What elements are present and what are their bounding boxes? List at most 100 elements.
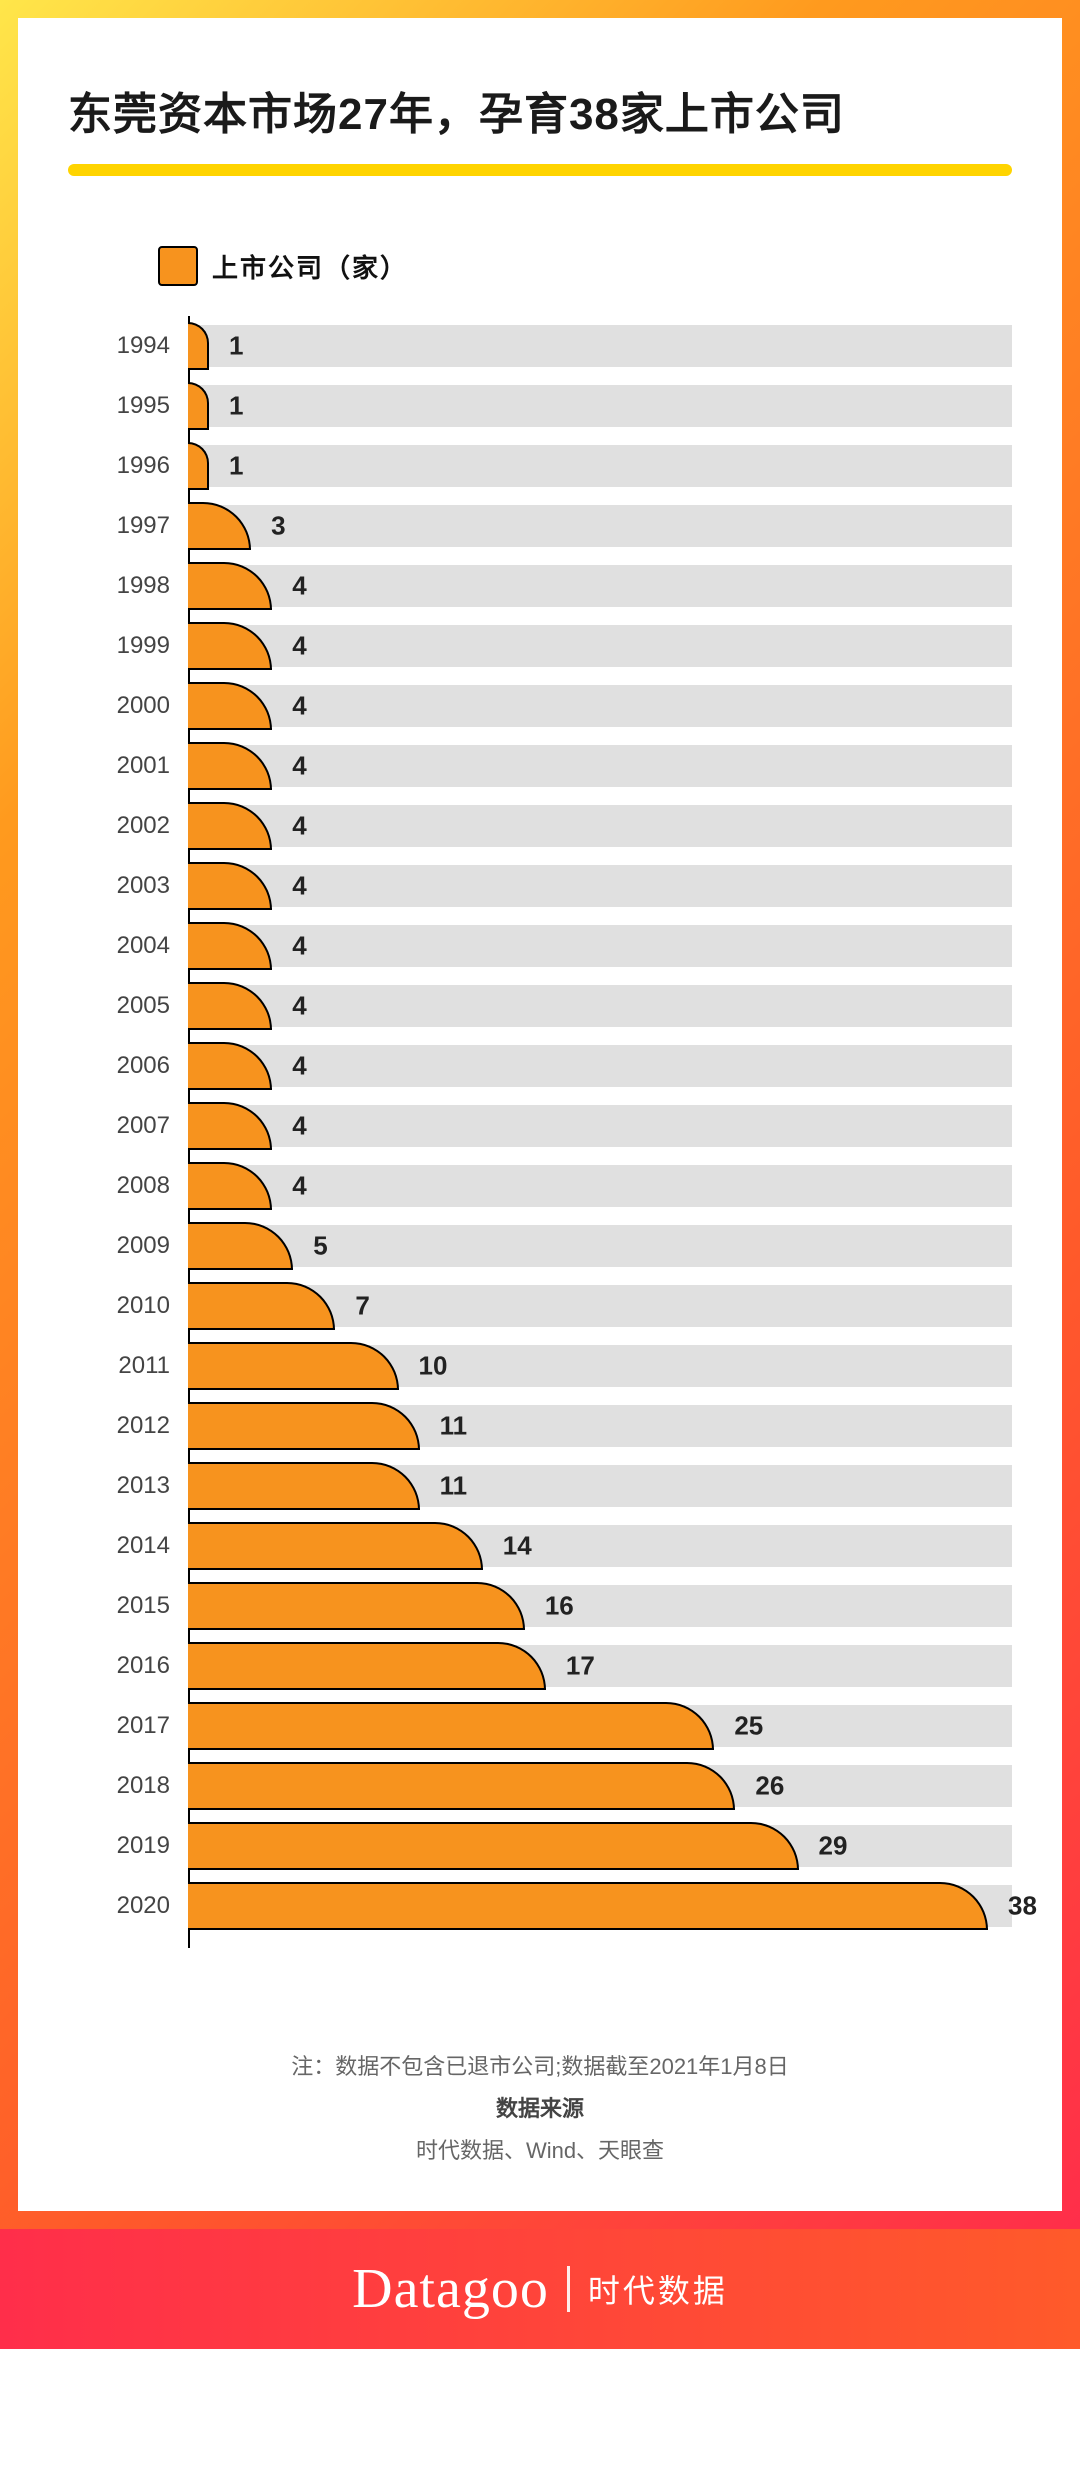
bar-track: 29 xyxy=(188,1816,1012,1876)
legend: 上市公司（家） xyxy=(158,246,1012,286)
data-bar xyxy=(188,1762,735,1810)
year-label: 2012 xyxy=(68,1412,188,1440)
year-label: 2019 xyxy=(68,1832,188,1860)
bar-track: 26 xyxy=(188,1756,1012,1816)
bar-value-label: 38 xyxy=(1008,1891,1037,1922)
bar-chart: 1994119951199611997319984199942000420014… xyxy=(68,316,1012,1936)
chart-row: 202038 xyxy=(68,1876,1012,1936)
data-bar xyxy=(188,1522,483,1570)
chart-row: 19961 xyxy=(68,436,1012,496)
chart-row: 20014 xyxy=(68,736,1012,796)
bar-value-label: 4 xyxy=(292,691,306,722)
chart-row: 2016 17 xyxy=(68,1636,1012,1696)
bar-track: 38 xyxy=(188,1876,1012,1936)
year-label: 2000 xyxy=(68,692,188,720)
data-bar xyxy=(188,1402,420,1450)
bar-track: 1 xyxy=(188,436,1012,496)
bar-track: 17 xyxy=(188,1636,1012,1696)
data-bar xyxy=(188,1282,335,1330)
row-background xyxy=(188,445,1012,487)
year-label: 2014 xyxy=(68,1532,188,1560)
bar-value-label: 4 xyxy=(292,571,306,602)
chart-row: 1997 3 xyxy=(68,496,1012,556)
year-label: 2011 xyxy=(68,1352,188,1380)
chart-row: 2002 4 xyxy=(68,796,1012,856)
year-label: 1994 xyxy=(68,332,188,360)
bar-value-label: 4 xyxy=(292,931,306,962)
chart-row: 2013 11 xyxy=(68,1456,1012,1516)
chart-row: 19984 xyxy=(68,556,1012,616)
chart-row: 2015 16 xyxy=(68,1576,1012,1636)
bar-track: 10 xyxy=(188,1336,1012,1396)
row-background xyxy=(188,385,1012,427)
year-label: 2015 xyxy=(68,1592,188,1620)
bar-track: 25 xyxy=(188,1696,1012,1756)
row-background xyxy=(188,745,1012,787)
bar-value-label: 4 xyxy=(292,811,306,842)
year-label: 2018 xyxy=(68,1772,188,1800)
chart-row: 201211 xyxy=(68,1396,1012,1456)
bar-track: 4 xyxy=(188,1096,1012,1156)
source-text: 时代数据、Wind、天眼查 xyxy=(68,2130,1012,2172)
year-label: 1997 xyxy=(68,512,188,540)
year-label: 2005 xyxy=(68,992,188,1020)
bar-value-label: 16 xyxy=(545,1591,574,1622)
footer-divider xyxy=(567,2266,570,2312)
year-label: 1995 xyxy=(68,392,188,420)
row-background xyxy=(188,1105,1012,1147)
bar-track: 4 xyxy=(188,916,1012,976)
bar-value-label: 29 xyxy=(819,1831,848,1862)
bar-value-label: 4 xyxy=(292,751,306,782)
bar-track: 4 xyxy=(188,736,1012,796)
bar-track: 4 xyxy=(188,616,1012,676)
year-label: 2006 xyxy=(68,1052,188,1080)
year-label: 2013 xyxy=(68,1472,188,1500)
year-label: 1999 xyxy=(68,632,188,660)
data-bar xyxy=(188,1822,799,1870)
bar-value-label: 14 xyxy=(503,1531,532,1562)
chart-row: 201826 xyxy=(68,1756,1012,1816)
bar-track: 14 xyxy=(188,1516,1012,1576)
row-background xyxy=(188,865,1012,907)
row-background xyxy=(188,685,1012,727)
content-panel: 东莞资本市场27年，孕育38家上市公司 上市公司（家） 199411995119… xyxy=(18,18,1062,2211)
data-bar xyxy=(188,1642,546,1690)
gradient-frame: 东莞资本市场27年，孕育38家上市公司 上市公司（家） 199411995119… xyxy=(0,0,1080,2229)
row-background xyxy=(188,925,1012,967)
bar-track: 3 xyxy=(188,496,1012,556)
bar-track: 11 xyxy=(188,1456,1012,1516)
data-bar xyxy=(188,1882,988,1930)
bar-value-label: 3 xyxy=(271,511,285,542)
row-background xyxy=(188,625,1012,667)
footer-subtitle: 时代数据 xyxy=(588,2266,728,2312)
bar-value-label: 11 xyxy=(440,1471,468,1502)
bar-value-label: 17 xyxy=(566,1651,595,1682)
footnotes: 注：数据不包含已退市公司;数据截至2021年1月8日 数据来源 时代数据、Win… xyxy=(68,2046,1012,2171)
year-label: 2016 xyxy=(68,1652,188,1680)
chart-row: 20095 xyxy=(68,1216,1012,1276)
chart-row: 2014 14 xyxy=(68,1516,1012,1576)
chart-row: 20044 xyxy=(68,916,1012,976)
year-label: 2020 xyxy=(68,1892,188,1920)
bar-value-label: 1 xyxy=(229,331,243,362)
year-label: 2008 xyxy=(68,1172,188,1200)
data-bar xyxy=(188,1342,399,1390)
bar-track: 1 xyxy=(188,316,1012,376)
row-background xyxy=(188,565,1012,607)
bar-value-label: 4 xyxy=(292,991,306,1022)
chart-row: 19994 xyxy=(68,616,1012,676)
year-label: 2007 xyxy=(68,1112,188,1140)
footnote-line: 注：数据不包含已退市公司;数据截至2021年1月8日 xyxy=(68,2046,1012,2088)
chart-row: 201725 xyxy=(68,1696,1012,1756)
year-label: 1996 xyxy=(68,452,188,480)
bar-value-label: 4 xyxy=(292,871,306,902)
bar-value-label: 4 xyxy=(292,1111,306,1142)
bar-track: 11 xyxy=(188,1396,1012,1456)
bar-track: 4 xyxy=(188,556,1012,616)
year-label: 2009 xyxy=(68,1232,188,1260)
chart-row: 20064 xyxy=(68,1036,1012,1096)
footer-bar: Datagoo 时代数据 xyxy=(0,2229,1080,2349)
chart-row: 2000 4 xyxy=(68,676,1012,736)
year-label: 2002 xyxy=(68,812,188,840)
chart-row: 20107 xyxy=(68,1276,1012,1336)
